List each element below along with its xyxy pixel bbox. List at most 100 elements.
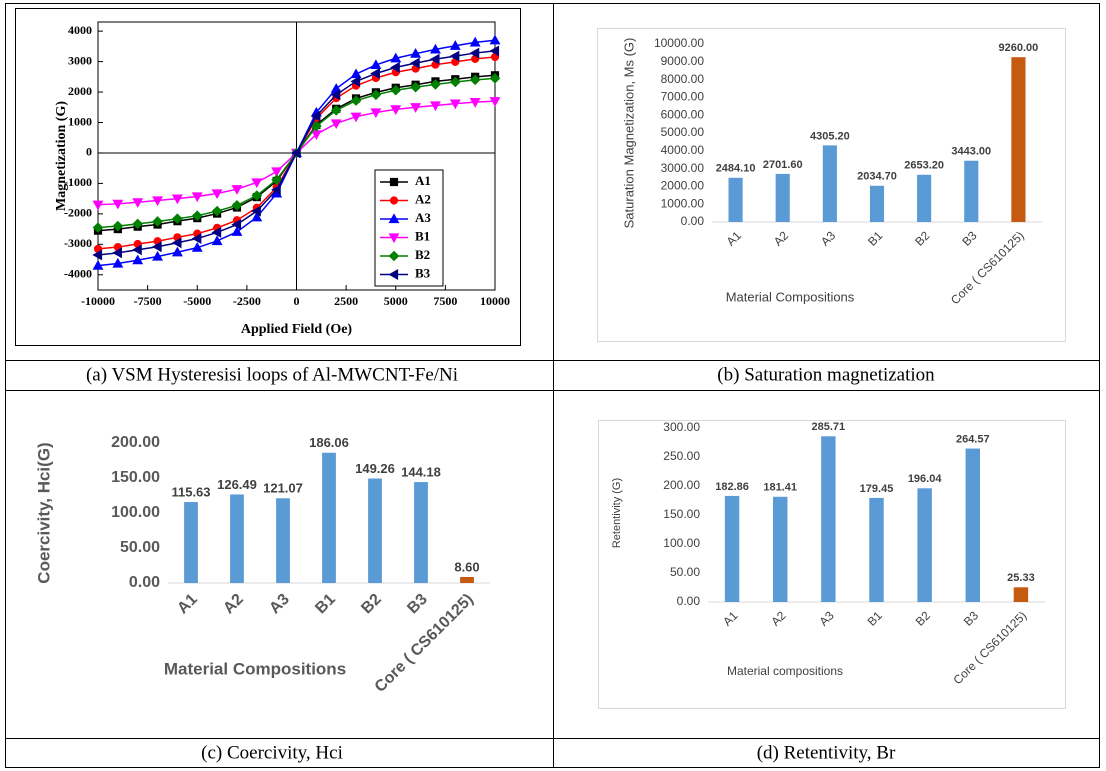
bar: [1013, 587, 1029, 602]
marker: [388, 250, 400, 262]
marker: [152, 196, 164, 207]
marker: [271, 174, 282, 186]
y-tick-label: 0: [86, 145, 92, 159]
y-tick-label: 1000.00: [661, 196, 705, 210]
chart-frame: [598, 420, 1066, 709]
x-tick-label: A2: [768, 608, 789, 629]
marker: [350, 112, 362, 123]
bar: [917, 174, 932, 222]
value-label: 3443.00: [951, 146, 991, 158]
marker: [132, 244, 142, 256]
y-tick-label: 0.00: [677, 594, 701, 608]
bar: [322, 452, 336, 583]
x-tick-label: B1: [312, 591, 339, 618]
marker: [231, 200, 243, 211]
bar: [414, 482, 428, 583]
marker: [330, 89, 341, 101]
marker: [370, 68, 380, 79]
value-label: 121.07: [263, 481, 303, 496]
marker: [449, 76, 461, 88]
bar: [184, 502, 198, 583]
x-tick-label: B2: [913, 608, 934, 629]
bar: [772, 496, 788, 602]
marker: [172, 213, 183, 225]
marker: [132, 254, 144, 265]
marker: [310, 110, 321, 122]
marker: [251, 205, 261, 217]
marker: [132, 198, 144, 208]
marker: [489, 73, 501, 84]
value-label: 196.04: [908, 473, 943, 485]
bar: [460, 576, 474, 583]
x-tick-label: A3: [816, 608, 837, 629]
y-tick-label: 200.00: [111, 434, 160, 451]
bar: [276, 498, 290, 583]
marker: [350, 68, 362, 79]
y-tick-label: 100.00: [663, 536, 700, 550]
marker: [469, 97, 481, 108]
y-tick-label: 150.00: [663, 507, 700, 521]
x-tick-label: 7500: [433, 294, 457, 308]
y-tick-label: 6000.00: [661, 107, 705, 121]
marker: [171, 246, 183, 257]
value-label: 179.45: [860, 483, 894, 495]
legend-label: B3: [415, 265, 431, 280]
marker: [92, 200, 104, 211]
marker: [152, 250, 164, 261]
value-label: 8.60: [454, 559, 479, 574]
y-tick-label: 0.00: [129, 574, 160, 591]
marker: [211, 226, 222, 238]
y-tick-label: 5000.00: [661, 125, 705, 139]
value-label: 4305.20: [810, 130, 850, 142]
marker: [410, 81, 421, 93]
y-tick-label: -3000: [64, 236, 92, 250]
marker: [92, 222, 104, 233]
marker: [390, 105, 402, 116]
bar: [1011, 57, 1026, 223]
marker: [112, 257, 124, 268]
marker: [389, 196, 399, 205]
value-label: 182.86: [715, 481, 749, 493]
bar: [964, 160, 979, 222]
x-tick-label: A1: [720, 608, 741, 629]
marker: [191, 233, 202, 244]
marker: [469, 47, 480, 59]
caption: (b) Saturation magnetization: [717, 364, 935, 385]
marker: [489, 45, 500, 57]
x-axis-title: Material compositions: [727, 664, 843, 678]
y-tick-label: 150.00: [111, 469, 160, 486]
y-tick-label: 3000.00: [661, 161, 705, 175]
marker: [350, 75, 361, 87]
marker: [191, 210, 203, 221]
marker: [112, 220, 124, 232]
y-tick-label: 200.00: [663, 478, 700, 492]
marker: [112, 247, 122, 259]
marker: [390, 84, 402, 96]
marker: [92, 260, 104, 270]
y-axis-title: Saturation Magnetization, Ms (G): [621, 38, 636, 229]
marker: [390, 61, 400, 73]
marker: [389, 177, 399, 187]
marker: [311, 120, 322, 132]
x-tick-label: 5000: [384, 294, 408, 308]
marker: [231, 226, 243, 236]
y-tick-label: 50.00: [120, 539, 160, 556]
caption: (a) VSM Hysteresisi loops of Al-MWCNT-Fe…: [86, 364, 458, 385]
marker: [388, 269, 399, 280]
x-tick-label: -2500: [233, 294, 261, 308]
marker: [430, 79, 441, 90]
x-tick-label: A1: [174, 591, 201, 618]
marker: [350, 95, 362, 106]
x-axis-title: Applied Field (Oe): [241, 322, 353, 337]
bar: [965, 448, 981, 602]
x-tick-label: B2: [912, 228, 933, 249]
marker: [409, 57, 420, 69]
marker: [410, 103, 422, 113]
marker: [330, 105, 342, 116]
value-label: 181.41: [763, 482, 797, 494]
marker: [251, 178, 263, 189]
legend-label: A3: [415, 210, 431, 225]
x-tick-label: 0: [294, 294, 300, 308]
marker: [132, 218, 144, 230]
marker: [191, 192, 203, 203]
